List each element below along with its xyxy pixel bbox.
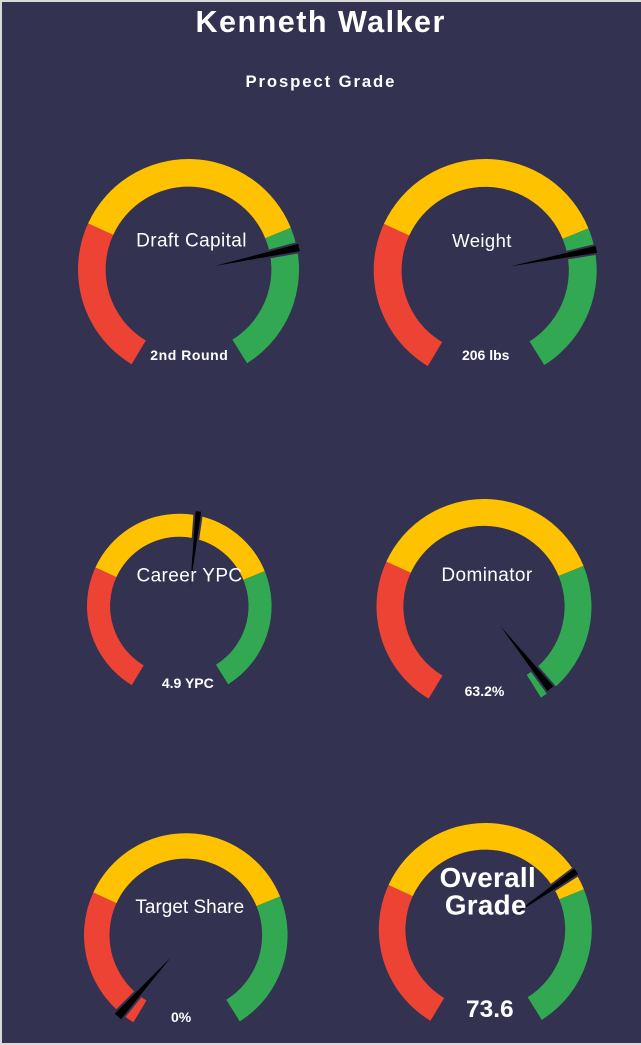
- svg-text:Grade: Grade: [445, 890, 527, 921]
- svg-text:Draft Capital: Draft Capital: [136, 231, 247, 252]
- svg-text:73.6: 73.6: [466, 996, 514, 1023]
- svg-text:4.9 YPC: 4.9 YPC: [162, 675, 214, 691]
- svg-text:Target Share: Target Share: [135, 897, 244, 918]
- svg-text:2nd Round: 2nd Round: [150, 347, 228, 363]
- svg-text:Dominator: Dominator: [441, 565, 533, 586]
- svg-text:Career YPC: Career YPC: [136, 565, 242, 586]
- svg-text:Weight: Weight: [452, 230, 512, 251]
- svg-text:206 lbs: 206 lbs: [462, 347, 510, 363]
- svg-text:Prospect Grade: Prospect Grade: [245, 72, 396, 91]
- svg-text:Kenneth Walker: Kenneth Walker: [196, 5, 446, 39]
- svg-text:Overall: Overall: [440, 862, 536, 893]
- svg-text:63.2%: 63.2%: [465, 683, 505, 699]
- svg-text:0%: 0%: [171, 1009, 192, 1025]
